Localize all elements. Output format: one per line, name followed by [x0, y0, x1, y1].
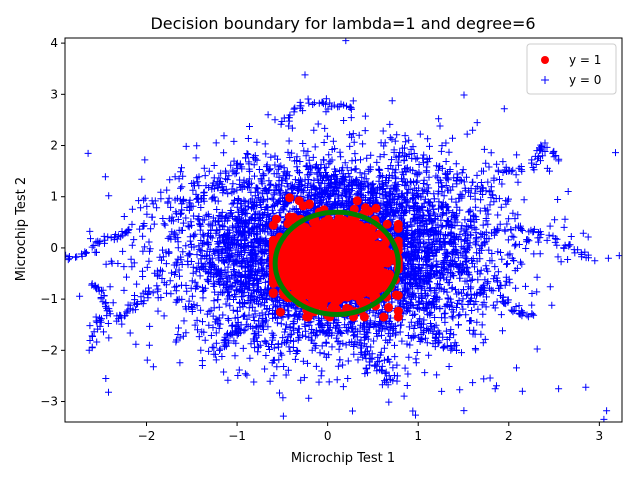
data-marks: [65, 38, 622, 422]
y-tick-label: −3: [40, 395, 58, 409]
legend-box: [526, 43, 617, 95]
y-tick-label: −2: [40, 343, 58, 357]
y-tick-label: 4: [50, 36, 58, 50]
x-tick-label: 2: [505, 429, 513, 443]
y-tick-label: 3: [50, 87, 58, 101]
legend-label-y1: y = 1: [569, 53, 601, 67]
axes: −2 −1 0 1 2 3 −3 −2 −1 0 1 2 3 4: [40, 36, 623, 443]
chart-title: Decision boundary for lambda=1 and degre…: [150, 14, 535, 33]
y-tick-label: 1: [50, 190, 58, 204]
y-axis-label: Microchip Test 2: [14, 177, 29, 281]
x-tick-label: 0: [324, 429, 332, 443]
x-tick-label: 3: [596, 429, 604, 443]
decision-boundary: [272, 209, 401, 317]
axes-frame: [64, 37, 623, 423]
x-tick-label: −1: [228, 429, 246, 443]
x-axis-label: Microchip Test 1: [291, 451, 395, 466]
y-tick-label: 2: [50, 139, 58, 153]
y-tick-label: −1: [40, 292, 58, 306]
legend-marker-y1: [541, 56, 549, 64]
legend: y = 1 y = 0: [526, 43, 617, 95]
y-tick-label: 0: [50, 241, 58, 255]
legend-marker-y0: [541, 76, 549, 84]
x-tick-label: −2: [138, 429, 156, 443]
legend-label-y0: y = 0: [569, 73, 601, 87]
x-tick-label: 1: [414, 429, 422, 443]
y1-circle-marks: [268, 193, 403, 322]
series-y1: [268, 193, 403, 322]
plot-area: [65, 38, 622, 422]
